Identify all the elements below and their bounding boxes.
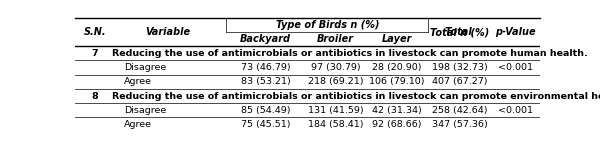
Text: 85 (54.49): 85 (54.49) [241,106,290,115]
Text: 407 (67.27): 407 (67.27) [432,77,488,86]
Text: Agree: Agree [124,77,152,86]
Text: Layer: Layer [382,34,412,44]
Text: 73 (46.79): 73 (46.79) [241,63,290,72]
Text: 97 (30.79): 97 (30.79) [311,63,360,72]
Text: p-Value: p-Value [495,27,536,37]
Text: Agree: Agree [124,120,152,129]
Text: Variable: Variable [145,27,191,37]
Text: <0.001: <0.001 [498,106,533,115]
Text: 131 (41.59): 131 (41.59) [308,106,363,115]
Text: 8: 8 [92,92,98,101]
Text: Type of Birds n (%): Type of Birds n (%) [275,20,379,30]
Text: Total: Total [445,27,475,37]
Text: Broiler: Broiler [317,34,354,44]
Text: 7: 7 [92,49,98,58]
Text: Backyard: Backyard [240,34,291,44]
Text: Total n (%): Total n (%) [430,27,490,37]
Text: 218 (69.21): 218 (69.21) [308,77,363,86]
Text: 106 (79.10): 106 (79.10) [369,77,425,86]
Text: <0.001: <0.001 [498,63,533,72]
Text: 42 (31.34): 42 (31.34) [372,106,422,115]
Text: 184 (58.41): 184 (58.41) [308,120,363,129]
Text: 28 (20.90): 28 (20.90) [372,63,422,72]
Text: 347 (57.36): 347 (57.36) [432,120,488,129]
Text: Reducing the use of antimicrobials or antibiotics in livestock can promote envir: Reducing the use of antimicrobials or an… [112,92,600,101]
Text: 75 (45.51): 75 (45.51) [241,120,290,129]
Text: 92 (68.66): 92 (68.66) [372,120,422,129]
Text: 198 (32.73): 198 (32.73) [432,63,488,72]
Text: Disagree: Disagree [124,63,166,72]
Text: 83 (53.21): 83 (53.21) [241,77,290,86]
Text: Disagree: Disagree [124,106,166,115]
Text: Reducing the use of antimicrobials or antibiotics in livestock can promote human: Reducing the use of antimicrobials or an… [112,49,588,58]
Text: 258 (42.64): 258 (42.64) [432,106,488,115]
Text: S.N.: S.N. [83,27,106,37]
